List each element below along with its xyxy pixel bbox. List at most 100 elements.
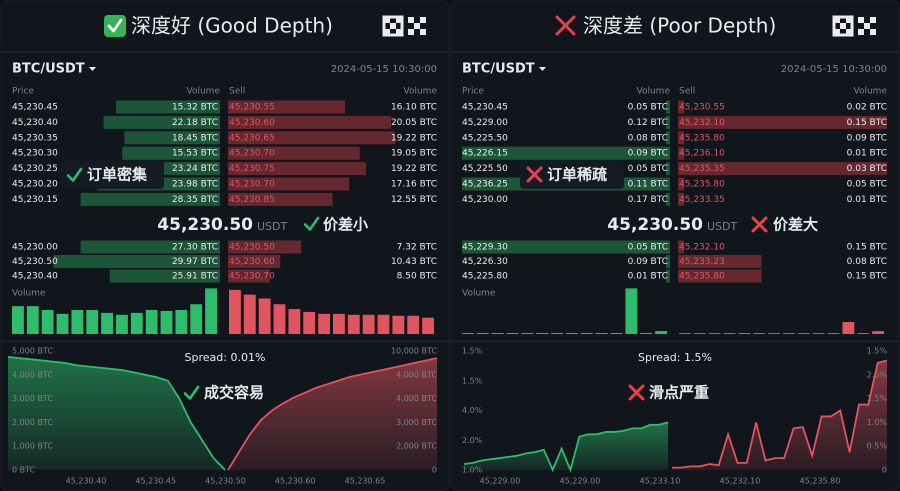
buy-volume-bar (175, 310, 188, 334)
buy-volume-bar (625, 288, 638, 334)
bid-depth-bar (665, 100, 670, 114)
sell-price: 45,232.10 (679, 118, 725, 128)
bid-depth-bar (665, 255, 670, 268)
sell-volume-bar (318, 313, 330, 334)
sell-volume-bar (842, 322, 855, 334)
sell-volume-bar (288, 309, 301, 334)
right-axis-label: 0.5% (867, 442, 888, 451)
ask-depth-bar (678, 192, 685, 206)
timestamp: 2024-05-15 10:30:00 (781, 64, 887, 75)
x-axis-label: 45,230.65 (345, 477, 386, 486)
sell-price: 45,235.35 (679, 164, 725, 174)
ask-depth-bar (228, 177, 350, 191)
sell-depth-line (227, 357, 438, 471)
volume: 0.01 BTC (628, 272, 668, 282)
x-axis-label: 45,229.00 (560, 477, 601, 486)
sell-volume: 20.05 BTC (391, 118, 437, 128)
buy-volume-bar (71, 310, 84, 334)
bid-depth-bar (53, 255, 220, 268)
price: 45,230.30 (12, 149, 58, 159)
left-axis-label: 5,000 BTC (12, 347, 53, 356)
spread-icon (751, 216, 768, 233)
sell-volume-bar (768, 333, 780, 334)
trading-pair[interactable]: BTC/USDT (12, 62, 85, 77)
logo-block (414, 23, 420, 29)
volume: 27.30 BTC (172, 243, 218, 253)
bid-depth-bar (124, 131, 220, 145)
logo-block (846, 29, 852, 35)
sell-volume: 0.02 BTC (847, 103, 887, 113)
sell-volume: 19.05 BTC (391, 149, 437, 159)
price: 45,225.50 (462, 164, 508, 174)
column-header: Volume (404, 87, 438, 97)
depth-note: 成交容易 (204, 384, 264, 402)
sell-volume: 0.09 BTC (847, 133, 887, 143)
x-axis-label: 45,229.00 (480, 477, 521, 486)
mid-price: 45,230.50 (157, 215, 253, 235)
column-header: Price (462, 87, 484, 97)
column-header: Volume (854, 87, 888, 97)
ask-depth-bar (228, 100, 346, 114)
trading-pair[interactable]: BTC/USDT (462, 62, 535, 77)
right-axis-label: 0 (432, 466, 437, 475)
sell-price: 45,230.60 (229, 118, 275, 128)
left-axis-label: 0 BTC (12, 466, 36, 475)
price: 45,230.35 (12, 133, 58, 143)
right-axis-label: 2,000 BTC (396, 442, 437, 451)
sell-price: 45,230.85 (229, 195, 275, 205)
volume: 25.91 BTC (172, 272, 218, 282)
right-axis-label: 4,000 BTC (396, 394, 437, 403)
sell-volume-bar (812, 333, 825, 334)
book-note: 订单稀疏 (547, 166, 607, 184)
volume: 0.12 BTC (628, 118, 668, 128)
price: 45,229.30 (462, 243, 508, 253)
column-header: Sell (229, 87, 245, 97)
buy-volume-bar (580, 333, 593, 334)
ask-depth-bar (678, 100, 685, 114)
sell-volume: 17.16 BTC (391, 180, 437, 190)
sell-volume-bar (679, 333, 691, 334)
volume: 23.24 BTC (172, 164, 218, 174)
logo-block (846, 17, 852, 23)
x-axis-label: 45,230.50 (205, 477, 246, 486)
mid-unit: USDT (707, 220, 738, 233)
logo-block (834, 29, 840, 35)
timestamp: 2024-05-15 10:30:00 (331, 64, 437, 75)
ask-depth-bar (228, 162, 366, 176)
sell-price: 45,230.75 (229, 164, 275, 174)
title-icon-check (107, 18, 123, 33)
x-axis-label: 45,233.10 (640, 477, 681, 486)
price: 45,236.25 (462, 180, 508, 190)
note-badge (520, 160, 624, 189)
sell-volume-bar (407, 315, 420, 334)
price: 45,225.50 (462, 133, 508, 143)
buy-volume-bar (491, 333, 504, 334)
sell-volume-bar (827, 333, 840, 334)
buy-volume-bar (536, 333, 549, 334)
sell-price: 45,230.55 (229, 103, 275, 113)
sell-volume: 19.22 BTC (391, 133, 437, 143)
ask-depth-bar (228, 255, 281, 268)
note-badge (60, 160, 164, 189)
buy-volume-bar (476, 333, 489, 334)
price: 45,226.15 (462, 149, 508, 159)
bid-depth-bar (462, 240, 670, 254)
sell-price: 45,235.80 (679, 272, 725, 282)
bid-depth-bar (109, 269, 220, 283)
right-axis-label: 4,000 BTC (396, 370, 437, 379)
ask-depth-bar (228, 115, 392, 129)
bid-depth-bar (665, 192, 670, 206)
buy-volume-bar (86, 310, 99, 334)
left-axis-label: 1.0% (462, 466, 483, 475)
sell-volume-bar (872, 331, 884, 334)
pair-dropdown[interactable] (539, 67, 546, 71)
logo-block (840, 23, 846, 29)
buy-volume-bar (145, 310, 158, 334)
sell-volume-bar (708, 333, 721, 334)
sell-volume-bar (693, 333, 706, 334)
volume-label: Volume (462, 289, 496, 299)
ask-depth-bar (678, 146, 685, 160)
pair-dropdown[interactable] (89, 67, 96, 71)
volume: 23.98 BTC (172, 180, 218, 190)
